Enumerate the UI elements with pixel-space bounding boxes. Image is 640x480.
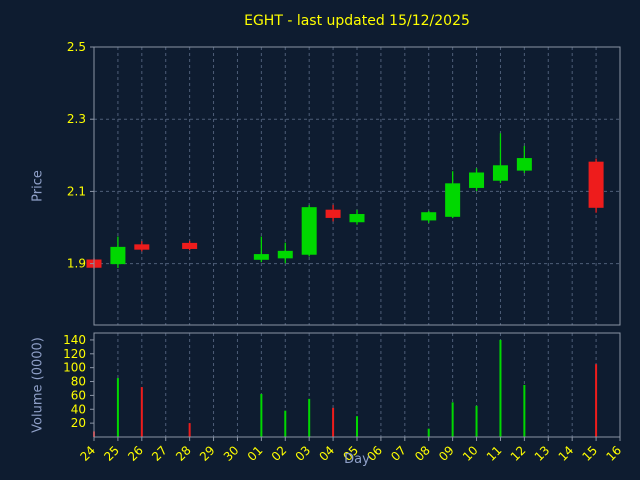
svg-text:2.1: 2.1	[67, 184, 86, 198]
svg-text:2.5: 2.5	[67, 40, 86, 54]
svg-text:120: 120	[63, 347, 86, 361]
price-axis-label: Price	[30, 170, 46, 202]
volume-axis-label: Volume (0000)	[30, 337, 46, 433]
chart-title: EGHT - last updated 15/12/2025	[244, 13, 470, 29]
svg-text:20: 20	[71, 416, 86, 430]
svg-text:100: 100	[63, 361, 86, 375]
svg-text:140: 140	[63, 333, 86, 347]
svg-text:40: 40	[71, 402, 86, 416]
svg-text:1.9: 1.9	[67, 257, 86, 271]
svg-text:2.3: 2.3	[67, 112, 86, 126]
x-axis-label: Day	[344, 452, 370, 467]
svg-text:80: 80	[71, 375, 86, 389]
svg-text:60: 60	[71, 388, 86, 402]
